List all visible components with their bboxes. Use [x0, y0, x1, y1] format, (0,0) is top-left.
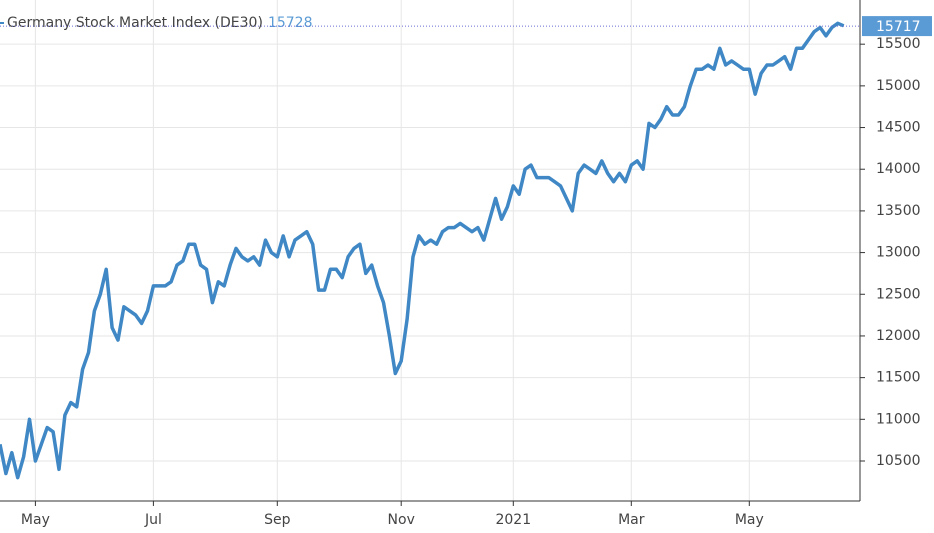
- x-tick-label: May: [21, 512, 50, 528]
- y-tick-label: 15500: [876, 36, 921, 52]
- y-tick-label: 13000: [876, 245, 921, 261]
- y-tick-label: 11500: [876, 370, 921, 386]
- current-value-box: [862, 16, 932, 37]
- y-tick-label: 11000: [876, 411, 921, 427]
- x-tick-label: Mar: [618, 512, 645, 528]
- last-value: 15728: [268, 15, 313, 31]
- chart-title: Germany Stock Market Index (DE30) 15728: [7, 15, 312, 31]
- price-line: [0, 21, 845, 480]
- y-tick-label: 12000: [876, 328, 921, 344]
- y-tick-label: 13500: [876, 203, 921, 219]
- x-tick-label: Jul: [144, 512, 162, 528]
- x-tick-label: 2021: [495, 512, 531, 528]
- title-text: Germany Stock Market Index (DE30): [7, 15, 263, 31]
- x-tick-label: May: [735, 512, 764, 528]
- y-tick-label: 15000: [876, 78, 921, 94]
- y-tick-label: 14000: [876, 161, 921, 177]
- current-value-label: 15717: [876, 19, 921, 35]
- x-tick-label: Nov: [388, 512, 415, 528]
- y-tick-label: 10500: [876, 453, 921, 469]
- y-tick-label: 12500: [876, 286, 921, 302]
- x-tick-label: Sep: [264, 512, 291, 528]
- y-tick-label: 14500: [876, 120, 921, 136]
